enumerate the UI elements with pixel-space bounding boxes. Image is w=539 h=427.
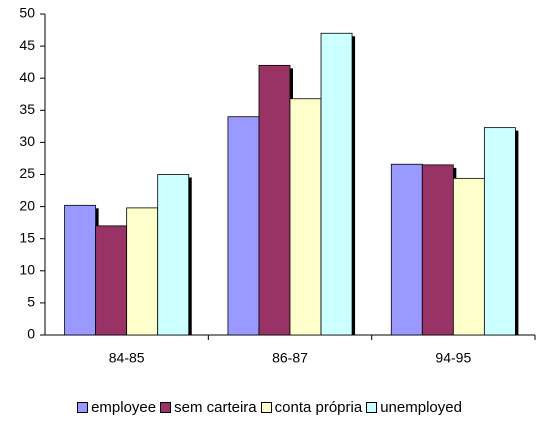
legend-item: conta própria <box>260 399 363 416</box>
bar <box>452 177 485 336</box>
legend: employee sem carteira conta própria unemplo… <box>0 399 539 416</box>
y-tick-label: 20 <box>19 197 35 213</box>
legend-swatch <box>260 402 272 413</box>
legend-swatch <box>77 402 89 413</box>
y-tick-label: 25 <box>19 165 35 181</box>
bar <box>390 163 423 336</box>
legend-label: sem carteira <box>174 399 257 416</box>
y-tick-label: 50 <box>19 5 35 21</box>
legend-label: unemployed <box>380 399 462 416</box>
x-tick-label: 94-95 <box>435 350 471 366</box>
bar <box>421 164 454 336</box>
legend-item: employee <box>77 399 156 416</box>
bar <box>227 116 260 336</box>
legend-label: conta própria <box>274 399 363 416</box>
y-tick-label: 45 <box>19 37 35 53</box>
y-tick-label: 5 <box>27 294 35 310</box>
bar <box>320 32 353 336</box>
bar <box>483 127 516 336</box>
y-tick-label: 15 <box>19 229 35 245</box>
y-tick-label: 35 <box>19 101 35 117</box>
y-tick-label: 40 <box>19 69 35 85</box>
legend-swatch <box>160 402 172 413</box>
legend-item: unemployed <box>366 399 462 416</box>
bar <box>289 98 322 336</box>
y-tick-label: 30 <box>19 133 35 149</box>
bar <box>126 207 159 336</box>
chart: 0 5 10 15 20 25 30 35 40 45 50 84-85 86-87 94-95 <box>19 5 536 366</box>
legend-item: sem carteira <box>160 399 257 416</box>
bar <box>157 174 190 336</box>
x-tick-label: 86-87 <box>272 350 308 366</box>
bar <box>95 225 128 336</box>
legend-swatch <box>366 402 378 413</box>
bar <box>64 204 97 336</box>
legend-label: employee <box>91 399 157 416</box>
bar <box>258 64 291 336</box>
x-tick-label: 84-85 <box>109 350 145 366</box>
y-tick-label: 10 <box>19 262 35 278</box>
y-tick-label: 0 <box>27 326 35 342</box>
